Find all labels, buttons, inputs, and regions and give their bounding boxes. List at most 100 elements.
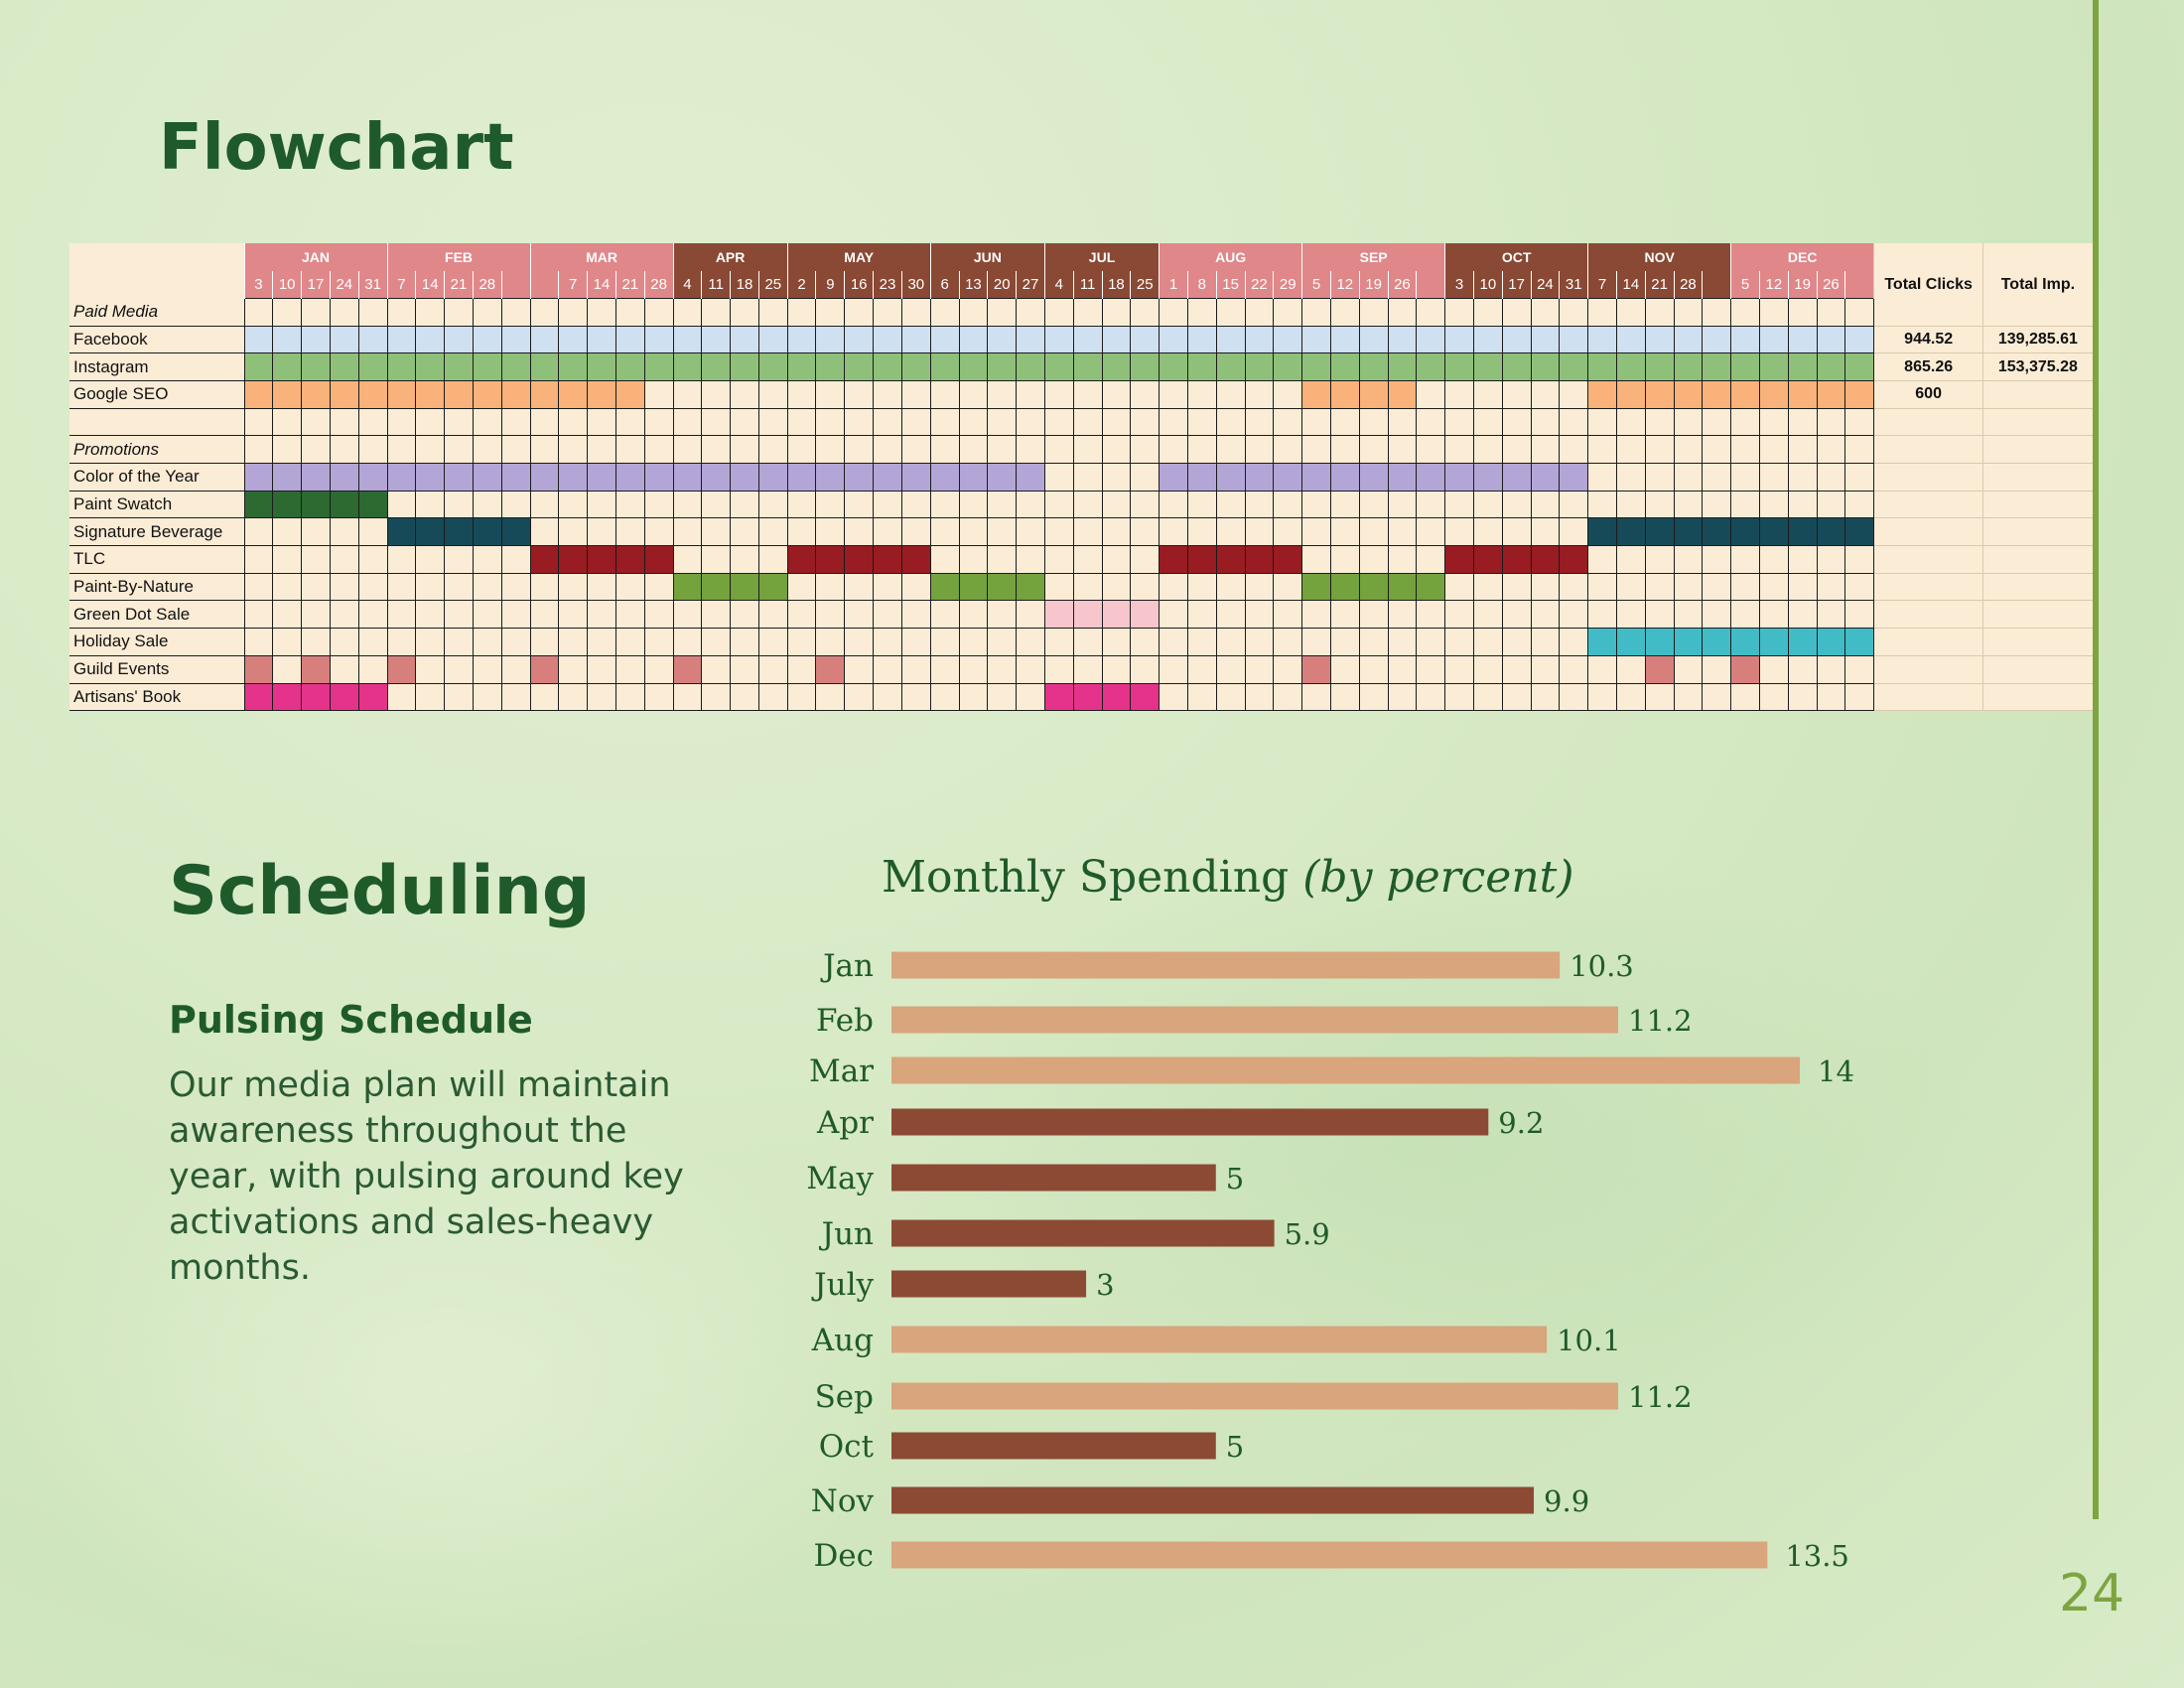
schedule-cell [301, 654, 331, 684]
schedule-cell [1416, 628, 1446, 656]
schedule-cell [1844, 379, 1875, 409]
schedule-cell [1758, 545, 1789, 574]
schedule-cell [558, 297, 589, 327]
schedule-cell [815, 572, 846, 602]
schedule-cell [243, 463, 274, 492]
schedule-cell [1559, 654, 1589, 684]
schedule-cell [900, 435, 931, 464]
month-header: NOV [1587, 243, 1731, 271]
schedule-cell [1559, 545, 1589, 574]
schedule-cell [472, 297, 502, 327]
schedule-cell [1072, 517, 1103, 547]
schedule-cell [272, 517, 303, 547]
schedule-cell [529, 352, 560, 381]
schedule-cell [1301, 463, 1331, 492]
schedule-cell [730, 682, 759, 712]
bar [891, 1108, 1489, 1136]
channel-label: Facebook [69, 326, 244, 354]
schedule-cell [1559, 517, 1589, 547]
schedule-cell [1215, 545, 1246, 574]
schedule-cell [1444, 325, 1474, 354]
schedule-cell [873, 517, 902, 547]
schedule-cell [1244, 297, 1275, 327]
schedule-cell [444, 352, 474, 381]
schedule-cell [786, 490, 817, 519]
schedule-cell [1758, 654, 1789, 684]
schedule-cell [1444, 435, 1474, 464]
schedule-cell [643, 297, 674, 327]
schedule-cell [929, 352, 960, 381]
schedule-cell [1101, 297, 1132, 327]
schedule-cell [1644, 600, 1675, 630]
schedule-cell [1844, 352, 1875, 381]
schedule-cell [1787, 490, 1818, 519]
schedule-cell [243, 682, 274, 712]
schedule-cell [1787, 407, 1818, 437]
schedule-cell [900, 654, 931, 684]
schedule-cell [500, 297, 531, 327]
week-day-label [529, 270, 559, 299]
schedule-cell [1301, 435, 1331, 464]
schedule-cell [987, 352, 1018, 381]
schedule-cell [1702, 435, 1732, 464]
schedule-cell [1130, 628, 1160, 656]
schedule-cell [1787, 352, 1818, 381]
schedule-cell [701, 325, 732, 354]
schedule-cell [844, 517, 875, 547]
schedule-cell [1530, 572, 1561, 602]
schedule-cell [786, 600, 817, 630]
schedule-cell [1501, 352, 1532, 381]
schedule-cell [1215, 654, 1246, 684]
bar [891, 1270, 1087, 1298]
schedule-cell [1673, 463, 1704, 492]
schedule-cell [614, 490, 645, 519]
schedule-cell [301, 435, 331, 464]
schedule-cell [1730, 297, 1760, 327]
schedule-cell [529, 628, 560, 656]
schedule-cell [1615, 407, 1646, 437]
month-header: MAR [529, 243, 673, 271]
schedule-cell [844, 600, 875, 630]
schedule-cell [529, 379, 560, 409]
schedule-cell [643, 654, 674, 684]
schedule-cell [357, 628, 388, 656]
schedule-cell [386, 379, 417, 409]
schedule-cell [987, 654, 1018, 684]
table-row: Paint Swatch [69, 490, 2093, 519]
schedule-cell [1844, 407, 1875, 437]
schedule-cell [701, 435, 732, 464]
schedule-cell [815, 654, 846, 684]
schedule-cell [272, 325, 303, 354]
schedule-cell [1301, 545, 1331, 574]
schedule-cell [1673, 435, 1704, 464]
week-day-label: 17 [1501, 270, 1532, 299]
schedule-cell [786, 325, 817, 354]
schedule-cell [1702, 600, 1732, 630]
schedule-cell [1215, 682, 1246, 712]
schedule-cell [1130, 407, 1160, 437]
schedule-cell [500, 325, 531, 354]
schedule-cell [558, 572, 589, 602]
schedule-cell [844, 572, 875, 602]
schedule-cell [1130, 463, 1160, 492]
channel-label: Paint Swatch [69, 491, 244, 519]
schedule-cell [1244, 352, 1275, 381]
schedule-cell [1559, 490, 1589, 519]
schedule-cell [1787, 517, 1818, 547]
schedule-cell [500, 600, 531, 630]
schedule-cell [1358, 352, 1389, 381]
schedule-cell [614, 463, 645, 492]
schedule-cell [1159, 682, 1188, 712]
schedule-cell [587, 325, 616, 354]
schedule-cell [243, 517, 274, 547]
schedule-cell [558, 407, 589, 437]
total-clicks-cell: 944.52 [1873, 326, 1983, 354]
schedule-cell [1186, 407, 1217, 437]
schedule-cell [672, 572, 703, 602]
schedule-cell [1159, 545, 1188, 574]
schedule-cell [357, 545, 388, 574]
schedule-cell [1816, 600, 1846, 630]
month-header: JAN [243, 243, 388, 271]
schedule-cell [1758, 600, 1789, 630]
background-wash [0, 1092, 893, 1688]
